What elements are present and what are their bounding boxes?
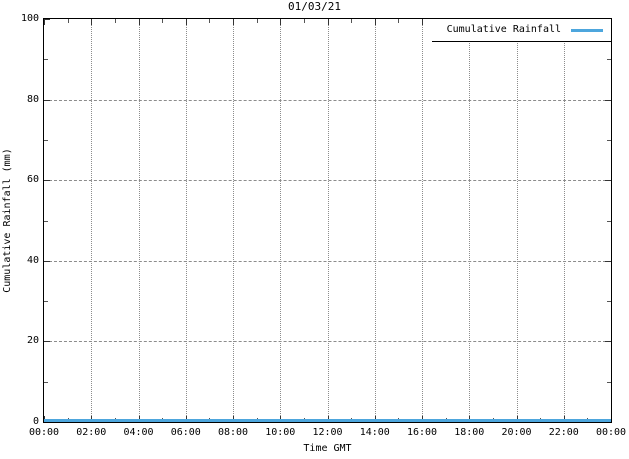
y-axis-tick-label: 60 (26, 174, 39, 186)
x-axis-tick-label: 18:00 (454, 427, 485, 438)
x-axis-minor-tick (304, 19, 305, 23)
x-axis-tick (422, 19, 423, 25)
x-axis-minor-tick (162, 19, 163, 23)
grid-line-vertical (517, 19, 518, 422)
grid-line-vertical (186, 19, 187, 422)
x-axis-tick-label: 16:00 (406, 427, 438, 438)
y-axis-minor-tick (44, 140, 48, 141)
y-axis-title-text: Cumulative Rainfall (mm) (1, 148, 13, 293)
series-cumulative-rainfall (44, 419, 611, 422)
x-axis-tick (44, 19, 45, 25)
y-axis-tick (605, 261, 611, 262)
x-axis-tick-label: 06:00 (170, 427, 201, 438)
grid-line-vertical (375, 19, 376, 422)
y-axis-tick (44, 261, 50, 262)
x-axis-tick-label: 22:00 (548, 427, 579, 438)
y-axis-tick-label: 0 (32, 416, 39, 427)
x-axis-minor-tick (209, 19, 210, 23)
x-axis-title: Time GMT (303, 443, 352, 454)
x-axis-minor-tick (351, 19, 352, 23)
y-axis-minor-tick (607, 221, 611, 222)
x-axis-tick (139, 19, 140, 25)
y-axis-tick-label: 100 (20, 13, 39, 24)
y-axis-minor-tick (44, 59, 48, 60)
x-axis-tick (328, 19, 329, 25)
y-axis-tick (44, 180, 50, 181)
grid-line-vertical (233, 19, 234, 422)
grid-line-horizontal (44, 100, 611, 101)
x-axis-minor-tick (257, 19, 258, 23)
grid-line-horizontal (44, 261, 611, 262)
y-axis-minor-tick (44, 301, 48, 302)
y-axis-minor-tick (607, 59, 611, 60)
y-axis-tick-label: 20 (26, 335, 39, 347)
x-axis-minor-tick (68, 19, 69, 23)
x-axis-tick-label: 12:00 (312, 427, 343, 438)
x-axis-tick-label: 00:00 (595, 427, 627, 438)
y-axis-tick-label: 80 (26, 93, 39, 105)
grid-line-vertical (280, 19, 281, 422)
legend-item-label-cumulative-rainfall: Cumulative Rainfall (446, 24, 561, 35)
chart-title: 01/03/21 (288, 0, 341, 13)
grid-line-vertical (139, 19, 140, 422)
y-axis-minor-tick (607, 382, 611, 383)
x-axis-tick (91, 19, 92, 25)
y-axis-minor-tick (44, 382, 48, 383)
y-axis-title: Cumulative Rainfall (mm) (0, 18, 14, 423)
y-axis-tick (605, 180, 611, 181)
plot-inner (44, 19, 611, 422)
x-axis-tick (280, 19, 281, 25)
y-axis-tick-label: 40 (26, 254, 39, 266)
legend: Cumulative Rainfall (432, 18, 612, 42)
y-axis-minor-tick (607, 140, 611, 141)
legend-color-swatch-cumulative-rainfall (571, 28, 603, 32)
x-axis-tick-label: 00:00 (28, 427, 60, 438)
grid-line-horizontal (44, 180, 611, 181)
y-axis-tick (605, 341, 611, 342)
x-axis-tick-label: 20:00 (501, 427, 532, 438)
x-axis-tick-label: 02:00 (76, 427, 107, 438)
x-axis-tick-label: 04:00 (123, 427, 154, 438)
x-axis-tick-label: 08:00 (217, 427, 249, 438)
y-axis-minor-tick (607, 301, 611, 302)
grid-line-vertical (328, 19, 329, 422)
grid-line-vertical (469, 19, 470, 422)
plot-area (43, 18, 612, 423)
x-axis-minor-tick (398, 19, 399, 23)
x-axis-minor-tick (115, 19, 116, 23)
grid-line-vertical (422, 19, 423, 422)
grid-line-vertical (564, 19, 565, 422)
x-axis-tick (233, 19, 234, 25)
y-axis-tick (44, 341, 50, 342)
x-axis-tick (186, 19, 187, 25)
grid-line-vertical (91, 19, 92, 422)
grid-line-horizontal (44, 341, 611, 342)
y-axis-tick (44, 19, 50, 20)
y-axis-tick (44, 100, 50, 101)
y-axis-minor-tick (44, 221, 48, 222)
y-axis-tick (605, 100, 611, 101)
x-axis-tick (375, 19, 376, 25)
x-axis-tick-label: 10:00 (265, 427, 296, 438)
x-axis-tick-label: 14:00 (359, 427, 390, 438)
